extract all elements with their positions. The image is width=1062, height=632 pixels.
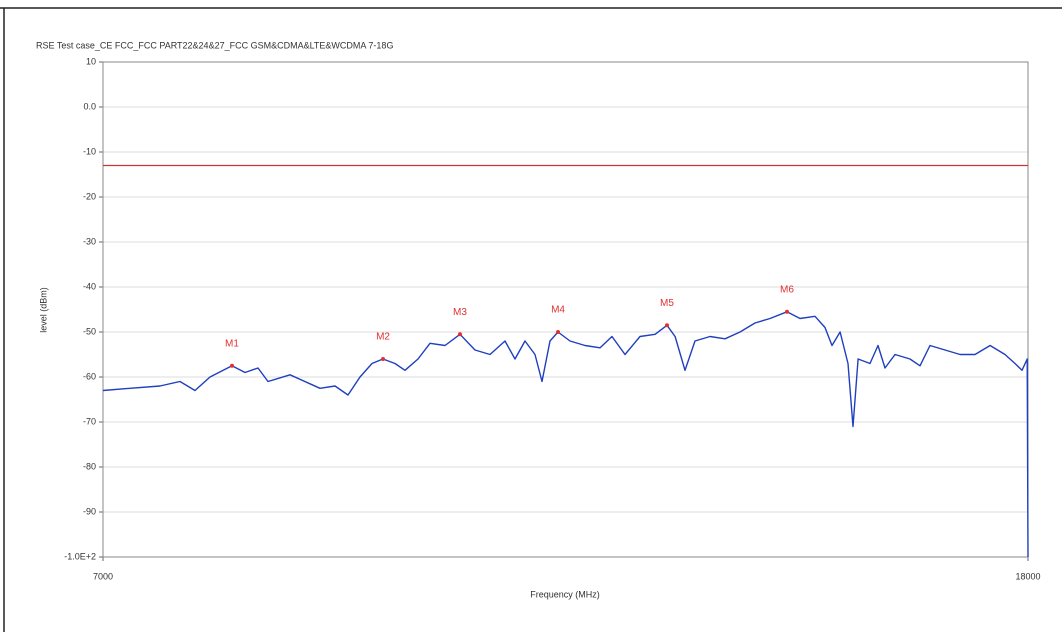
x-tick-label: 18000 [1015,571,1040,581]
marker-point [229,363,234,368]
plot-area [102,61,1029,558]
marker-label: M4 [551,305,565,316]
marker-label: M5 [660,298,674,309]
y-tick-label: -1.0E+2 [64,551,96,561]
x-axis-label: Frequency (MHz) [530,589,600,599]
marker-label: M1 [225,338,239,349]
y-tick-label: -40 [83,281,96,291]
marker-point [457,332,462,337]
y-tick-label: -90 [83,506,96,516]
y-tick-label: -70 [83,416,96,426]
chart-title: RSE Test case_CE FCC_FCC PART22&24&27_FC… [36,40,393,50]
x-tick-label: 7000 [93,571,113,581]
y-tick-label: -10 [83,146,96,156]
y-tick-label: -80 [83,461,96,471]
y-tick-label: -50 [83,326,96,336]
y-tick-label: -60 [83,371,96,381]
y-tick-label: 0.0 [83,101,96,111]
marker-label: M3 [453,307,467,318]
marker-point [556,330,561,334]
marker-label: M2 [376,332,390,343]
marker-label: M6 [780,284,794,295]
trace-line [102,311,1029,558]
y-tick-label: 10 [86,56,96,66]
marker-point [381,357,386,361]
y-tick-label: -20 [83,191,96,201]
marker-point [784,309,789,314]
y-tick-label: -30 [83,236,96,246]
marker-point [664,323,669,328]
y-axis-label: level (dBm) [38,287,48,333]
